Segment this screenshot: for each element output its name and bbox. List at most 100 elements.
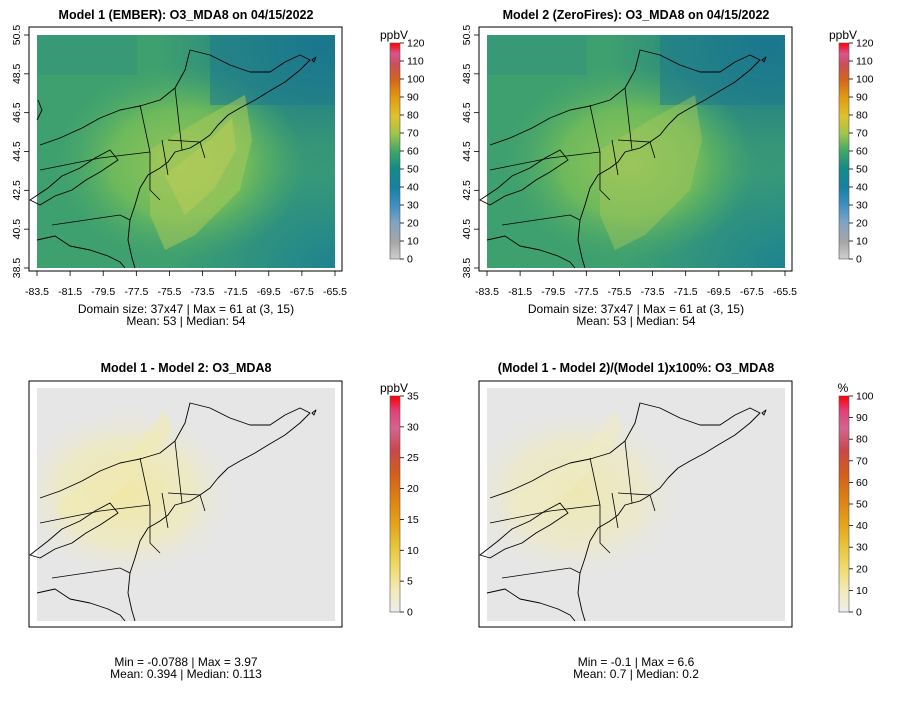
panel2-map bbox=[479, 35, 785, 269]
panel3-map bbox=[29, 388, 335, 622]
colorbar-tick-label: 0 bbox=[407, 254, 413, 266]
colorbar-tick-label: 0 bbox=[856, 607, 862, 619]
y-tick-label: 44.5 bbox=[461, 141, 473, 162]
x-tick-label: -71.5 bbox=[674, 286, 698, 298]
colorbar-tick-label: 110 bbox=[856, 56, 873, 68]
x-tick-label: -79.5 bbox=[91, 286, 115, 298]
colorbar-tick-label: 90 bbox=[856, 412, 868, 424]
colorbar-tick-label: 30 bbox=[856, 542, 868, 554]
x-tick-label: -75.5 bbox=[157, 286, 181, 298]
x-tick-label: -67.5 bbox=[740, 286, 764, 298]
y-tick-label: 48.5 bbox=[11, 63, 23, 84]
x-tick-label: -73.5 bbox=[641, 286, 665, 298]
y-tick-label: 40.5 bbox=[11, 219, 23, 240]
panel4-stats-line1: Min = -0.1 | Max = 6.6 bbox=[578, 655, 695, 669]
colorbar-tick-label: 10 bbox=[407, 236, 419, 248]
colorbar-tick-label: 100 bbox=[856, 391, 874, 403]
colorbar-tick-label: 0 bbox=[856, 254, 862, 266]
panel2-stats-line2: Mean: 53 | Median: 54 bbox=[576, 314, 696, 328]
panel4-colorbar-unit: % bbox=[838, 381, 849, 395]
panel3-stats-line1: Min = -0.0788 | Max = 3.97 bbox=[114, 655, 258, 669]
colorbar-tick-label: 100 bbox=[407, 74, 425, 86]
panel1-geography bbox=[29, 49, 317, 269]
y-tick-label: 42.5 bbox=[461, 180, 473, 201]
colorbar-tick-label: 15 bbox=[407, 514, 419, 526]
colorbar-tick-label: 30 bbox=[407, 421, 419, 433]
colorbar-tick-label: 30 bbox=[856, 200, 868, 212]
panel2-colorbar: ppbV 0 10 20 30 40 50 60 70 80 90 100 110 120 bbox=[829, 28, 874, 266]
panel4-frame bbox=[478, 380, 793, 628]
panel1-y-axis: 38.5 40.5 42.5 44.5 46.5 48.5 50.5 bbox=[11, 25, 30, 279]
colorbar-tick-label: 50 bbox=[856, 499, 868, 511]
x-tick-label: -79.5 bbox=[541, 286, 565, 298]
y-tick-label: 38.5 bbox=[11, 258, 23, 279]
colorbar-tick-label: 60 bbox=[407, 146, 419, 158]
colorbar-tick-label: 100 bbox=[856, 74, 874, 86]
panel2-y-axis: 38.5 40.5 42.5 44.5 46.5 48.5 50.5 bbox=[461, 25, 480, 279]
x-tick-label: -77.5 bbox=[574, 286, 598, 298]
colorbar-tick-label: 20 bbox=[856, 563, 868, 575]
y-tick-label: 38.5 bbox=[461, 258, 473, 279]
x-tick-label: -73.5 bbox=[191, 286, 215, 298]
colorbar-tick-label: 50 bbox=[407, 164, 419, 176]
colorbar-tick-label: 40 bbox=[407, 182, 419, 194]
panel-percent-difference: (Model 1 - Model 2)/(Model 1)x100%: O3_M… bbox=[478, 361, 874, 681]
panel1-x-axis: -83.5 -81.5 -79.5 -77.5 -75.5 -73.5 -71.5 -69.5… bbox=[25, 270, 347, 298]
panel1-map bbox=[29, 35, 335, 269]
colorbar-tick-label: 90 bbox=[407, 92, 419, 104]
panel3-colorbar-unit: ppbV bbox=[380, 381, 408, 395]
panel2-stats-line1: Domain size: 37x47 | Max = 61 at (3, 15) bbox=[528, 302, 744, 316]
x-tick-label: -83.5 bbox=[475, 286, 499, 298]
colorbar-tick-label: 0 bbox=[407, 607, 413, 619]
panel1-colorbar-unit: ppbV bbox=[380, 28, 408, 42]
colorbar-tick-label: 20 bbox=[407, 218, 419, 230]
panel1-stats-line1: Domain size: 37x47 | Max = 61 at (3, 15) bbox=[78, 302, 294, 316]
panel-model2: Model 2 (ZeroFires): O3_MDA8 on 04/15/20… bbox=[461, 8, 874, 328]
colorbar-tick-label: 90 bbox=[856, 92, 868, 104]
colorbar-tick-label: 80 bbox=[856, 434, 868, 446]
colorbar-tick-label: 25 bbox=[407, 452, 419, 464]
panel3-geography bbox=[29, 402, 317, 622]
colorbar-tick-label: 5 bbox=[407, 576, 413, 588]
colorbar-tick-label: 70 bbox=[856, 128, 868, 140]
panel2-x-axis: -83.5 -81.5 -79.5 -77.5 -75.5 -73.5 -71.5 -69.5… bbox=[475, 270, 797, 298]
panel2-geography bbox=[479, 49, 767, 269]
panel3-title: Model 1 - Model 2: O3_MDA8 bbox=[101, 361, 272, 375]
panel4-colorbar: % 0 10 20 30 40 50 60 70 80 90 100 bbox=[838, 381, 874, 619]
colorbar-tick-label: 80 bbox=[407, 110, 419, 122]
colorbar-tick-label: 40 bbox=[856, 182, 868, 194]
y-tick-label: 50.5 bbox=[11, 25, 23, 46]
panel2-colorbar-unit: ppbV bbox=[829, 28, 857, 42]
x-tick-label: -75.5 bbox=[607, 286, 631, 298]
colorbar-tick-label: 40 bbox=[856, 520, 868, 532]
panel3-colorbar: ppbV 0 5 10 15 20 25 30 35 bbox=[380, 381, 419, 619]
colorbar-tick-label: 10 bbox=[856, 236, 868, 248]
y-tick-label: 44.5 bbox=[11, 141, 23, 162]
colorbar-tick-label: 10 bbox=[407, 545, 419, 557]
colorbar-tick-label: 60 bbox=[856, 477, 868, 489]
colorbar-tick-label: 30 bbox=[407, 200, 419, 212]
x-tick-label: -69.5 bbox=[707, 286, 731, 298]
panel1-colorbar: ppbV 0 10 20 30 40 50 60 70 80 90 100 110 120 bbox=[380, 28, 425, 266]
colorbar-tick-label: 110 bbox=[407, 56, 424, 68]
panel1-stats-line2: Mean: 53 | Median: 54 bbox=[126, 314, 246, 328]
colorbar-tick-label: 120 bbox=[407, 38, 425, 50]
colorbar-tick-label: 120 bbox=[856, 38, 874, 50]
x-tick-label: -83.5 bbox=[25, 286, 49, 298]
colorbar-tick-label: 50 bbox=[856, 164, 868, 176]
y-tick-label: 50.5 bbox=[461, 25, 473, 46]
x-tick-label: -67.5 bbox=[290, 286, 314, 298]
colorbar-tick-label: 20 bbox=[407, 483, 419, 495]
x-tick-label: -77.5 bbox=[124, 286, 148, 298]
panel-difference: Model 1 - Model 2: O3_MDA8 Min = -0.0788… bbox=[28, 361, 419, 681]
y-tick-label: 46.5 bbox=[461, 102, 473, 123]
x-tick-label: -65.5 bbox=[773, 286, 797, 298]
y-tick-label: 46.5 bbox=[11, 102, 23, 123]
panel2-title: Model 2 (ZeroFires): O3_MDA8 on 04/15/20… bbox=[503, 8, 770, 22]
y-tick-label: 40.5 bbox=[461, 219, 473, 240]
x-tick-label: -69.5 bbox=[257, 286, 281, 298]
panel-model1: Model 1 (EMBER): O3_MDA8 on 04/15/2022 bbox=[11, 8, 425, 328]
x-tick-label: -71.5 bbox=[224, 286, 248, 298]
panel1-title: Model 1 (EMBER): O3_MDA8 on 04/15/2022 bbox=[59, 8, 314, 22]
